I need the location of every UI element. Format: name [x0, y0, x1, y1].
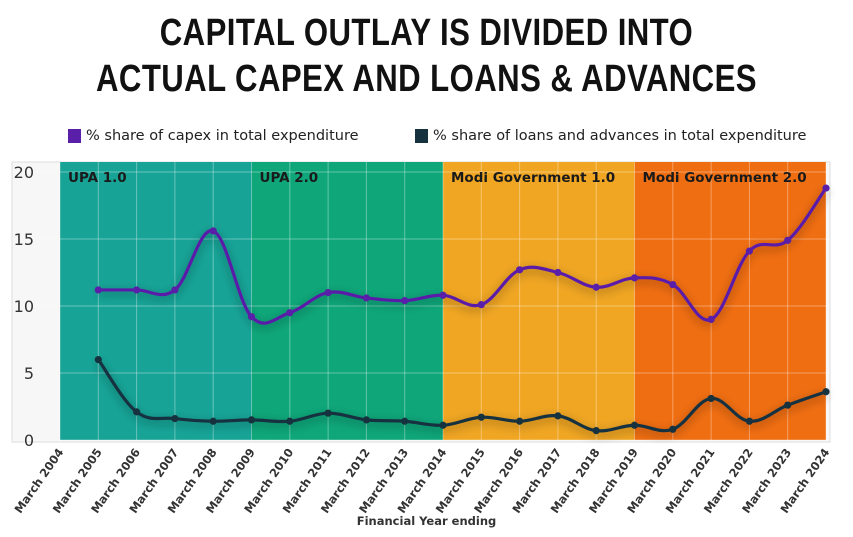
legend-label-loans: % share of loans and advances in total e… — [433, 128, 807, 144]
series-1-point-5 — [247, 416, 256, 424]
y-tick-label-4: 20 — [14, 163, 34, 182]
series-0-point-8 — [362, 294, 370, 302]
series-1-point-1 — [94, 356, 102, 364]
period-band-3 — [634, 162, 826, 440]
series-0-point-5 — [247, 313, 256, 321]
series-1-point-4 — [209, 417, 217, 425]
series-0-point-12 — [516, 266, 524, 274]
legend-item-capex: % share of capex in total expenditure — [68, 128, 359, 144]
series-0-point-19 — [784, 236, 792, 244]
series-1-point-2 — [133, 408, 141, 416]
series-1-point-18 — [745, 417, 754, 425]
series-0-point-3 — [171, 286, 179, 294]
series-0-point-17 — [707, 315, 715, 323]
chart-title: CAPITAL OUTLAY IS DIVIDED INTO ACTUAL CA… — [77, 10, 776, 102]
series-1-point-10 — [439, 421, 447, 429]
period-band-2 — [443, 162, 635, 440]
series-0-point-15 — [630, 274, 639, 282]
series-0-point-16 — [669, 280, 677, 289]
series-0-point-13 — [554, 268, 562, 277]
chart-title-line-1: CAPITAL OUTLAY IS DIVIDED INTO — [159, 12, 694, 54]
series-1-point-7 — [324, 409, 332, 417]
series-0-point-2 — [133, 286, 141, 294]
series-0-point-10 — [439, 291, 447, 299]
series-1-point-13 — [554, 412, 562, 420]
period-label-1: UPA 2.0 — [260, 170, 319, 186]
series-0-point-14 — [592, 283, 600, 291]
chart-legend: % share of capex in total expenditure % … — [0, 128, 853, 150]
period-label-0: UPA 1.0 — [68, 170, 127, 186]
y-tick-label-0: 0 — [24, 431, 34, 450]
series-0-point-1 — [94, 286, 102, 294]
legend-swatch-loans — [415, 129, 428, 143]
series-0-point-4 — [209, 227, 217, 235]
series-1-point-11 — [477, 413, 485, 421]
period-label-2: Modi Government 1.0 — [451, 170, 615, 186]
series-1-point-15 — [630, 421, 639, 429]
chart-title-line-2: ACTUAL CAPEX AND LOANS & ADVANCES — [95, 58, 757, 100]
series-0-point-20 — [822, 184, 830, 192]
series-0-point-9 — [401, 297, 409, 305]
period-band-0 — [60, 162, 252, 440]
legend-swatch-capex — [68, 129, 81, 143]
line-chart: 0 5 10 15 20 UPA 1.0 UPA 2.0 Modi Government 1… — [11, 161, 832, 515]
series-1-point-17 — [707, 394, 715, 403]
y-tick-label-2: 10 — [14, 297, 34, 316]
series-1-point-16 — [669, 425, 677, 433]
period-label-3: Modi Government 2.0 — [643, 170, 807, 186]
y-tick-label-1: 5 — [24, 364, 34, 383]
series-1-point-8 — [362, 416, 370, 424]
legend-item-loans: % share of loans and advances in total e… — [415, 128, 806, 144]
series-1-point-6 — [286, 417, 294, 425]
y-tick-label-3: 15 — [14, 230, 34, 249]
series-0-point-7 — [324, 289, 332, 297]
series-1-point-12 — [516, 417, 524, 425]
x-axis-title: Financial Year ending — [356, 514, 497, 528]
series-0-point-6 — [286, 309, 294, 317]
legend-label-capex: % share of capex in total expenditure — [86, 128, 359, 144]
series-1-point-3 — [171, 414, 179, 423]
series-1-point-20 — [822, 388, 830, 396]
series-1-point-14 — [592, 427, 600, 435]
series-0-point-18 — [745, 247, 754, 255]
series-1-point-19 — [784, 401, 792, 409]
series-0-point-11 — [477, 301, 485, 309]
series-1-point-9 — [401, 417, 409, 425]
